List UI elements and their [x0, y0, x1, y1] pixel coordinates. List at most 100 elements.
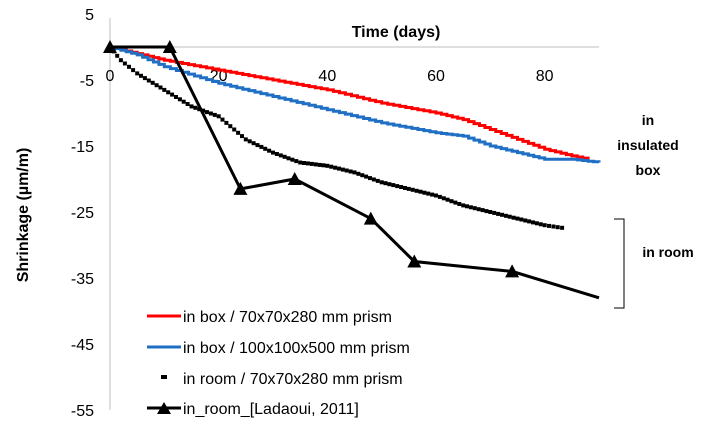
- series-dash-mark: [484, 209, 489, 214]
- series-dash-mark: [189, 104, 194, 109]
- series-dash-mark: [162, 87, 167, 92]
- series-dash-mark: [461, 203, 466, 208]
- series-dash-mark: [286, 156, 291, 161]
- legend-swatch-black-dash: [161, 375, 167, 379]
- series-dash-mark: [480, 208, 485, 213]
- series-dash-mark: [142, 76, 147, 81]
- y-tick-label: 5: [85, 7, 94, 24]
- series-dash-mark: [321, 163, 326, 168]
- series-dash-mark: [395, 184, 400, 189]
- series-dash-mark: [118, 58, 123, 63]
- series-dash-mark: [348, 169, 353, 174]
- annotation-insulated-box-line-2: insulated: [617, 137, 678, 153]
- series-dash-mark: [383, 181, 388, 186]
- series-dash-mark: [340, 167, 345, 172]
- series-dash-mark: [154, 83, 159, 88]
- x-tick-label: 60: [427, 68, 445, 85]
- series-dash-mark: [313, 162, 318, 167]
- y-tick-label: -55: [71, 403, 94, 420]
- legend-label-1: in box / 70x70x280 mm prism: [183, 309, 392, 326]
- series-dash-mark: [131, 68, 136, 73]
- series-dash-mark: [500, 212, 504, 217]
- series-dash-mark: [317, 162, 322, 167]
- series-dash-mark: [224, 120, 229, 125]
- y-tick-label: -25: [71, 205, 94, 222]
- series-dash-mark: [305, 161, 310, 166]
- y-tick-label: -5: [80, 73, 94, 90]
- series-dash-mark: [542, 223, 547, 228]
- series-dash-mark: [325, 163, 330, 168]
- series-dash-mark: [247, 139, 252, 144]
- legend: in box / 70x70x280 mm prism in box / 100…: [147, 309, 410, 418]
- y-tick-label: -45: [71, 337, 94, 354]
- y-axis-title: Shrinkage (µm/m): [15, 148, 32, 283]
- y-tick-labels: 5 -5 -15 -25 -35 -45 -55: [71, 7, 94, 420]
- series-dash-mark: [146, 78, 151, 83]
- series-dash-mark: [170, 92, 175, 97]
- series-dash-mark: [519, 217, 524, 222]
- series-dash-mark: [534, 221, 539, 226]
- series-dash-mark: [560, 225, 565, 230]
- series-dash-mark: [430, 192, 435, 197]
- series-dash-mark: [333, 165, 338, 170]
- series-layer: [103, 40, 601, 300]
- series-dash-mark: [457, 202, 462, 206]
- series-dash-mark: [259, 144, 264, 149]
- x-tick-label: 0: [106, 68, 115, 85]
- series-dash-mark: [232, 127, 237, 132]
- series-dash-mark: [150, 80, 155, 85]
- series-marker-triangle: [103, 40, 117, 53]
- series-line-1: [110, 45, 590, 160]
- series-dash-mark: [364, 174, 369, 179]
- series-dash-mark: [174, 95, 178, 99]
- series-dash-mark: [356, 171, 361, 176]
- y-tick-label: -15: [71, 139, 94, 156]
- series-dash-mark: [547, 223, 551, 228]
- x-tick-label: 40: [318, 68, 336, 85]
- series-marker-triangle: [363, 211, 378, 225]
- series-dash-mark: [294, 159, 299, 164]
- series-dash-mark: [115, 53, 120, 58]
- series-dash-mark: [472, 206, 477, 211]
- series-dash-mark: [468, 205, 473, 210]
- series-dash-mark: [251, 141, 256, 146]
- series-dash-mark: [255, 143, 260, 148]
- series-dash-mark: [403, 186, 407, 190]
- series-marker-triangle: [287, 172, 302, 185]
- series-dash-mark: [422, 190, 427, 195]
- series-dash-mark: [387, 182, 392, 187]
- x-tick-labels: 0 20 40 60 80: [106, 68, 554, 85]
- series-dash-mark: [445, 197, 450, 202]
- series-dash-mark: [212, 112, 217, 117]
- series-dash-mark: [166, 90, 171, 95]
- series-dash-mark: [236, 130, 241, 135]
- series-dash-mark: [263, 146, 268, 151]
- series-dash-mark: [309, 161, 314, 166]
- series-dash-mark: [271, 150, 275, 155]
- series-dash-mark: [278, 153, 283, 158]
- legend-label-4: in_room_[Ladaoui, 2011]: [183, 401, 359, 418]
- y-tick-label: -35: [71, 271, 94, 288]
- series-dash-mark: [135, 71, 140, 76]
- series-dash-mark: [208, 111, 213, 116]
- series-dash-mark: [290, 157, 295, 162]
- series-dash-mark: [399, 185, 404, 189]
- series-dash-mark: [274, 152, 279, 156]
- series-dash-mark: [177, 97, 182, 102]
- series-dash-mark: [492, 210, 497, 215]
- x-tick-label: 80: [536, 68, 554, 85]
- x-axis-title: Time (days): [352, 24, 441, 41]
- series-line-4: [110, 45, 600, 300]
- series-dash-mark: [410, 187, 415, 192]
- series-dash-mark: [449, 199, 454, 204]
- series-dash-mark: [368, 176, 372, 181]
- series-dash-mark: [205, 110, 209, 115]
- series-dash-mark: [240, 134, 244, 139]
- series-marker-triangle: [162, 40, 177, 53]
- legend-label-2: in box / 100x100x500 mm prism: [183, 340, 410, 357]
- series-dash-mark: [515, 216, 520, 221]
- legend-label-3: in room / 70x70x280 mm prism: [183, 371, 403, 388]
- annotation-insulated-box-line-1: in: [642, 112, 654, 128]
- series-dash-mark: [185, 102, 190, 106]
- series-dash-mark: [298, 160, 303, 165]
